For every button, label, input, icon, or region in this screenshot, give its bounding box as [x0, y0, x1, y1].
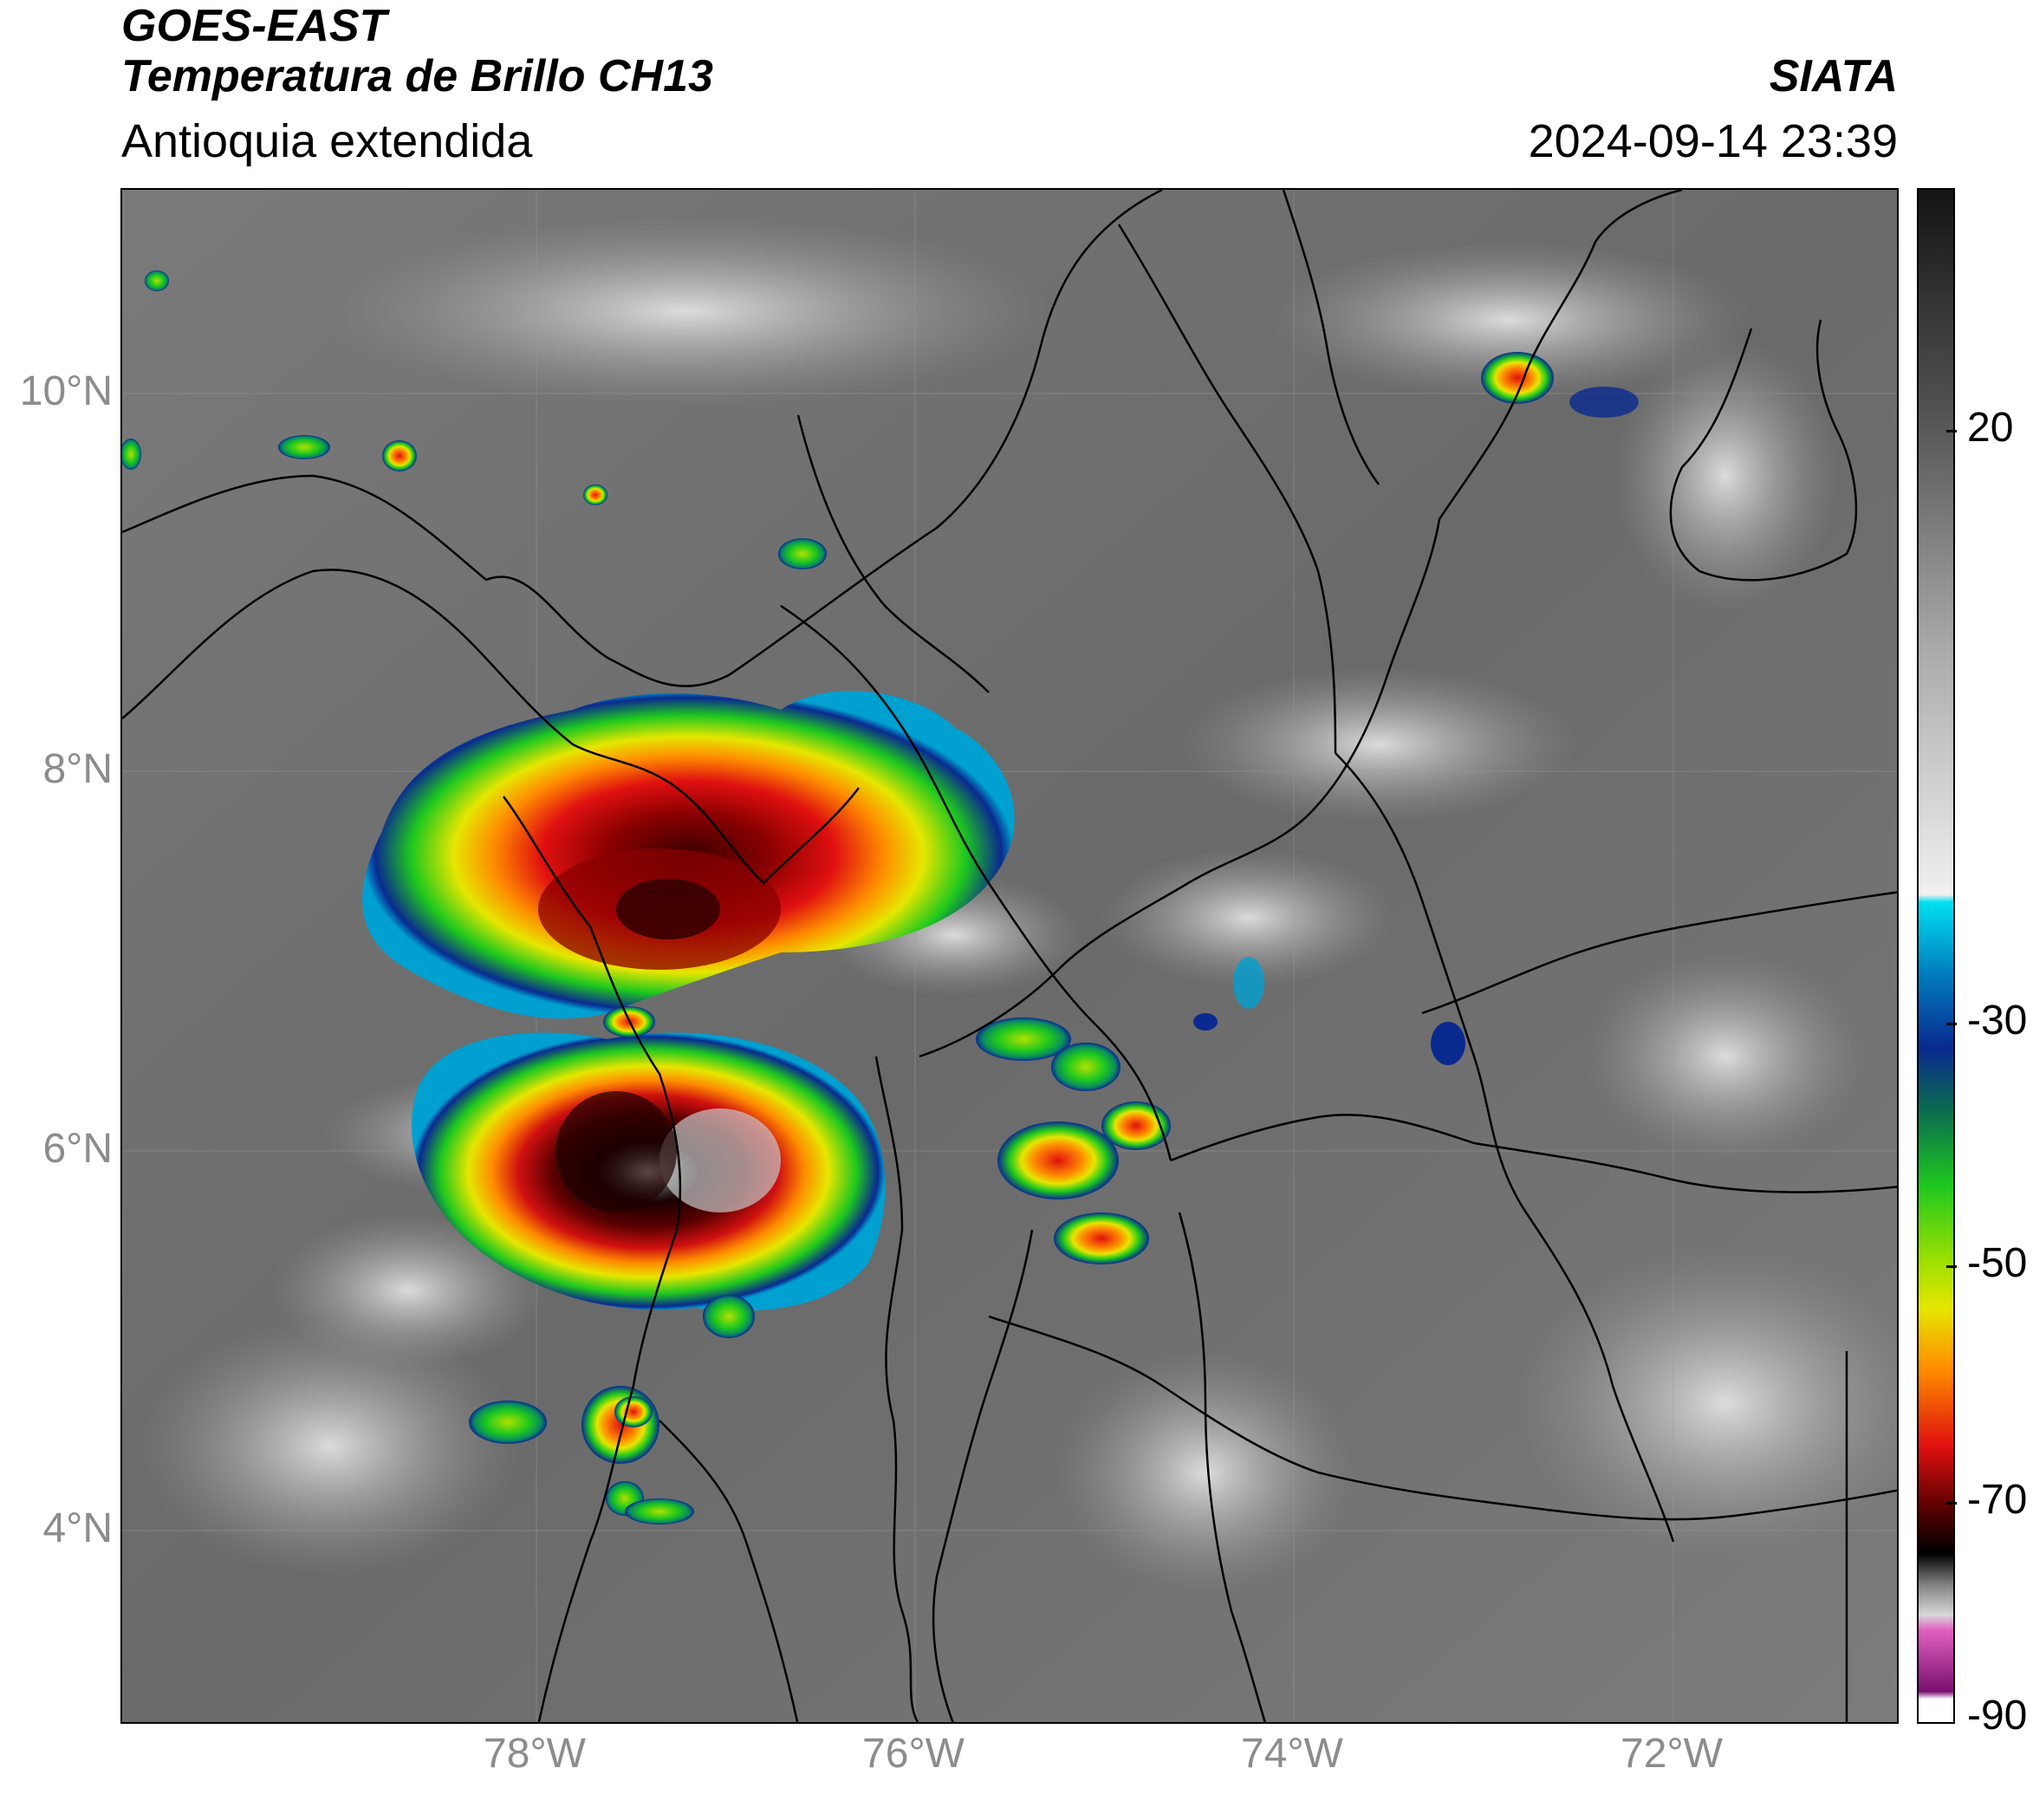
map-canvas — [122, 190, 1897, 1722]
y-tick-label: 4°N — [42, 1505, 113, 1551]
boundaries — [122, 190, 1897, 1722]
colorbar-label: -70 — [1967, 1477, 2028, 1523]
organization-label: SIATA — [1769, 51, 1898, 101]
colorbar-label: 20 — [1967, 405, 2014, 451]
colorbar-tick — [1946, 1502, 1957, 1505]
y-tick-label: 10°N — [19, 368, 113, 414]
colorbar-label: -30 — [1967, 998, 2028, 1043]
colorbar-tick — [1946, 1265, 1957, 1268]
datetime-label: 2024-09-14 23:39 — [1528, 115, 1898, 167]
y-tick-label: 8°N — [42, 746, 113, 792]
region-subtitle: Antioquia extendida — [121, 115, 533, 167]
product-title: Temperatura de Brillo CH13 — [121, 51, 713, 101]
colorbar-tick — [1946, 430, 1957, 432]
x-tick-label: 76°W — [862, 1731, 965, 1777]
x-tick-label: 72°W — [1621, 1731, 1723, 1777]
colorbar-label: -50 — [1967, 1240, 2028, 1286]
y-tick-label: 6°N — [42, 1126, 113, 1172]
x-tick-label: 78°W — [484, 1731, 586, 1777]
storm-north — [362, 691, 1015, 1019]
storm-south — [411, 1032, 886, 1311]
satellite-map — [120, 188, 1899, 1724]
colorbar-label: -90 — [1967, 1693, 2028, 1739]
colorbar — [1917, 188, 1955, 1724]
graticule — [122, 190, 1897, 1722]
satellite-title: GOES-EAST — [121, 1, 387, 51]
x-tick-label: 74°W — [1241, 1731, 1343, 1777]
storm-cells — [122, 270, 1639, 1524]
colorbar-tick — [1946, 1023, 1957, 1025]
cloud-textures — [140, 216, 1897, 1594]
